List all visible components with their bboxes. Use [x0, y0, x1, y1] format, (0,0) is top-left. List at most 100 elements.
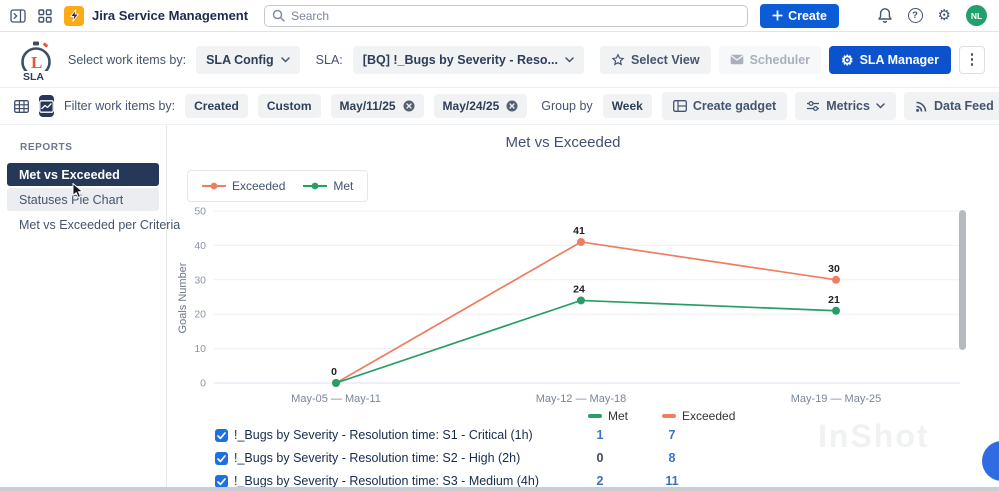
sla-selector-dropdown[interactable]: [BQ] !_Bugs by Severity - Reso...	[352, 45, 584, 74]
more-options-kebab[interactable]	[959, 45, 985, 74]
notifications-bell-icon[interactable]	[877, 7, 893, 24]
line-chart-icon	[39, 99, 54, 113]
global-search	[264, 4, 749, 27]
scheduler-label: Scheduler	[749, 52, 811, 67]
met-count[interactable]: 0	[596, 451, 604, 465]
table-view-button[interactable]	[14, 95, 29, 117]
exceeded-count[interactable]: 8	[668, 451, 676, 465]
legend-marker-icon	[303, 182, 328, 190]
sla-config-dropdown[interactable]: SLA Config	[196, 45, 300, 74]
x-tick-label: May-19 — May-25	[791, 393, 881, 405]
legend-item-exceeded[interactable]: Exceeded	[202, 179, 285, 193]
sidebar-item-met-vs-exceeded-per-criteria[interactable]: Met vs Exceeded per Criteria	[19, 217, 181, 232]
filter-chip-date-from[interactable]: May/11/25	[330, 94, 424, 118]
sla-config-value: SLA Config	[206, 52, 274, 67]
y-tick-label: 30	[194, 274, 206, 286]
y-tick-label: 40	[194, 240, 206, 252]
window-bottom-edge	[0, 487, 999, 491]
scheduler-button[interactable]: Scheduler	[718, 45, 822, 74]
create-gadget-button[interactable]: Create gadget	[661, 92, 788, 120]
legend-item-met[interactable]: Met	[303, 179, 353, 193]
met-count[interactable]: 1	[596, 428, 604, 442]
sidebar-item-met-vs-exceeded[interactable]: Met vs Exceeded	[7, 163, 159, 186]
create-gadget-label: Create gadget	[692, 99, 777, 113]
remove-filter-icon[interactable]	[403, 100, 415, 112]
created-chip-label: Created	[194, 99, 239, 113]
y-tick-label: 10	[194, 343, 206, 355]
data-feed-button[interactable]: Data Feed	[903, 92, 999, 120]
filter-chip-date-to[interactable]: May/24/25	[433, 94, 528, 118]
report-panel: Met vs Exceeded Exceeded Met 0 10 20 30 40 50 G…	[168, 125, 999, 491]
sla-label: SLA:	[315, 52, 343, 67]
gadget-icon	[672, 100, 687, 112]
create-button[interactable]: Create	[760, 3, 839, 28]
select-work-items-label: Select work items by:	[68, 52, 187, 67]
filter-bar: Filter work items by: Created Custom May…	[0, 88, 999, 125]
data-point[interactable]	[832, 306, 840, 315]
severity-row: !_Bugs by Severity - Resolution time: S3…	[168, 472, 999, 491]
y-tick-label: 20	[194, 309, 206, 321]
x-tick-label: May-12 — May-18	[536, 393, 626, 405]
sla-manager-label: SLA Manager	[859, 52, 939, 67]
sla-manager-button[interactable]: ⚙ SLA Manager	[829, 45, 951, 74]
metrics-dropdown-button[interactable]: Metrics	[795, 92, 896, 120]
chart-view-button[interactable]	[39, 95, 54, 117]
group-by-label: Group by	[541, 99, 593, 113]
met-header-label: Met	[608, 409, 629, 423]
user-avatar[interactable]: NL	[966, 5, 987, 26]
sla-selector-value: [BQ] !_Bugs by Severity - Reso...	[362, 52, 558, 67]
line-chart: 0 10 20 30 40 50 Goals Number May-05 — May-11 Ma…	[177, 206, 960, 405]
exceeded-column-header[interactable]: Exceeded	[662, 409, 735, 423]
row-checkbox[interactable]	[215, 429, 228, 442]
data-feed-label: Data Feed	[933, 99, 994, 113]
filter-label: Filter work items by:	[64, 99, 176, 113]
data-point[interactable]	[832, 275, 840, 284]
row-label: !_Bugs by Severity - Resolution time: S3…	[234, 474, 539, 488]
floating-action-button[interactable]	[982, 441, 999, 481]
sidebar-item-statuses-pie-chart[interactable]: Statuses Pie Chart	[7, 188, 159, 211]
search-input[interactable]	[264, 4, 749, 27]
table-grid-icon	[14, 99, 29, 113]
group-by-value: Week	[611, 99, 643, 113]
y-tick-label: 0	[200, 378, 206, 390]
rss-feed-icon	[916, 101, 927, 112]
data-point[interactable]	[577, 237, 585, 246]
app-switcher-icon[interactable]	[38, 8, 52, 23]
series-line-exceeded	[335, 241, 837, 384]
remove-filter-icon[interactable]	[506, 100, 518, 112]
exceeded-count[interactable]: 7	[668, 428, 676, 442]
legend-label: Met	[333, 179, 354, 193]
row-checkbox[interactable]	[215, 475, 228, 488]
app-title: Jira Service Management	[92, 8, 249, 23]
filter-chip-custom[interactable]: Custom	[257, 94, 321, 118]
sidebar-toggle-icon[interactable]	[10, 8, 26, 23]
chevron-down-icon	[876, 103, 885, 109]
chevron-down-icon	[280, 56, 290, 63]
group-by-value-chip[interactable]: Week	[602, 94, 652, 118]
y-tick-label: 50	[194, 206, 206, 218]
row-checkbox[interactable]	[215, 452, 228, 465]
help-icon[interactable]: ?	[907, 8, 923, 23]
select-view-label: Select View	[631, 52, 700, 67]
data-label: 30	[828, 263, 840, 275]
severity-row: !_Bugs by Severity - Resolution time: S1…	[168, 426, 999, 449]
data-label: 41	[573, 225, 585, 237]
reports-heading: REPORTS	[20, 142, 73, 153]
exceeded-count[interactable]: 11	[665, 474, 679, 488]
top-right-actions: ? ⚙ NL	[877, 5, 987, 26]
filter-chip-created[interactable]: Created	[185, 94, 248, 118]
met-count[interactable]: 2	[596, 474, 604, 488]
gear-icon: ⚙	[841, 51, 854, 68]
met-column-header[interactable]: Met	[588, 409, 628, 423]
sla-toolbar: L SLA Select work items by: SLA Config S…	[0, 32, 999, 88]
vertical-scrollbar[interactable]	[959, 210, 966, 350]
app-logo-group[interactable]: Jira Service Management	[64, 5, 249, 26]
row-label: !_Bugs by Severity - Resolution time: S1…	[234, 428, 533, 442]
x-tick-label: May-05 — May-11	[291, 393, 381, 405]
metrics-label: Metrics	[826, 99, 870, 113]
data-label: 0	[331, 366, 337, 378]
data-point[interactable]	[332, 379, 340, 387]
select-view-button[interactable]: Select View	[600, 45, 711, 74]
settings-gear-icon[interactable]: ⚙	[937, 7, 951, 24]
data-point[interactable]	[577, 296, 585, 305]
